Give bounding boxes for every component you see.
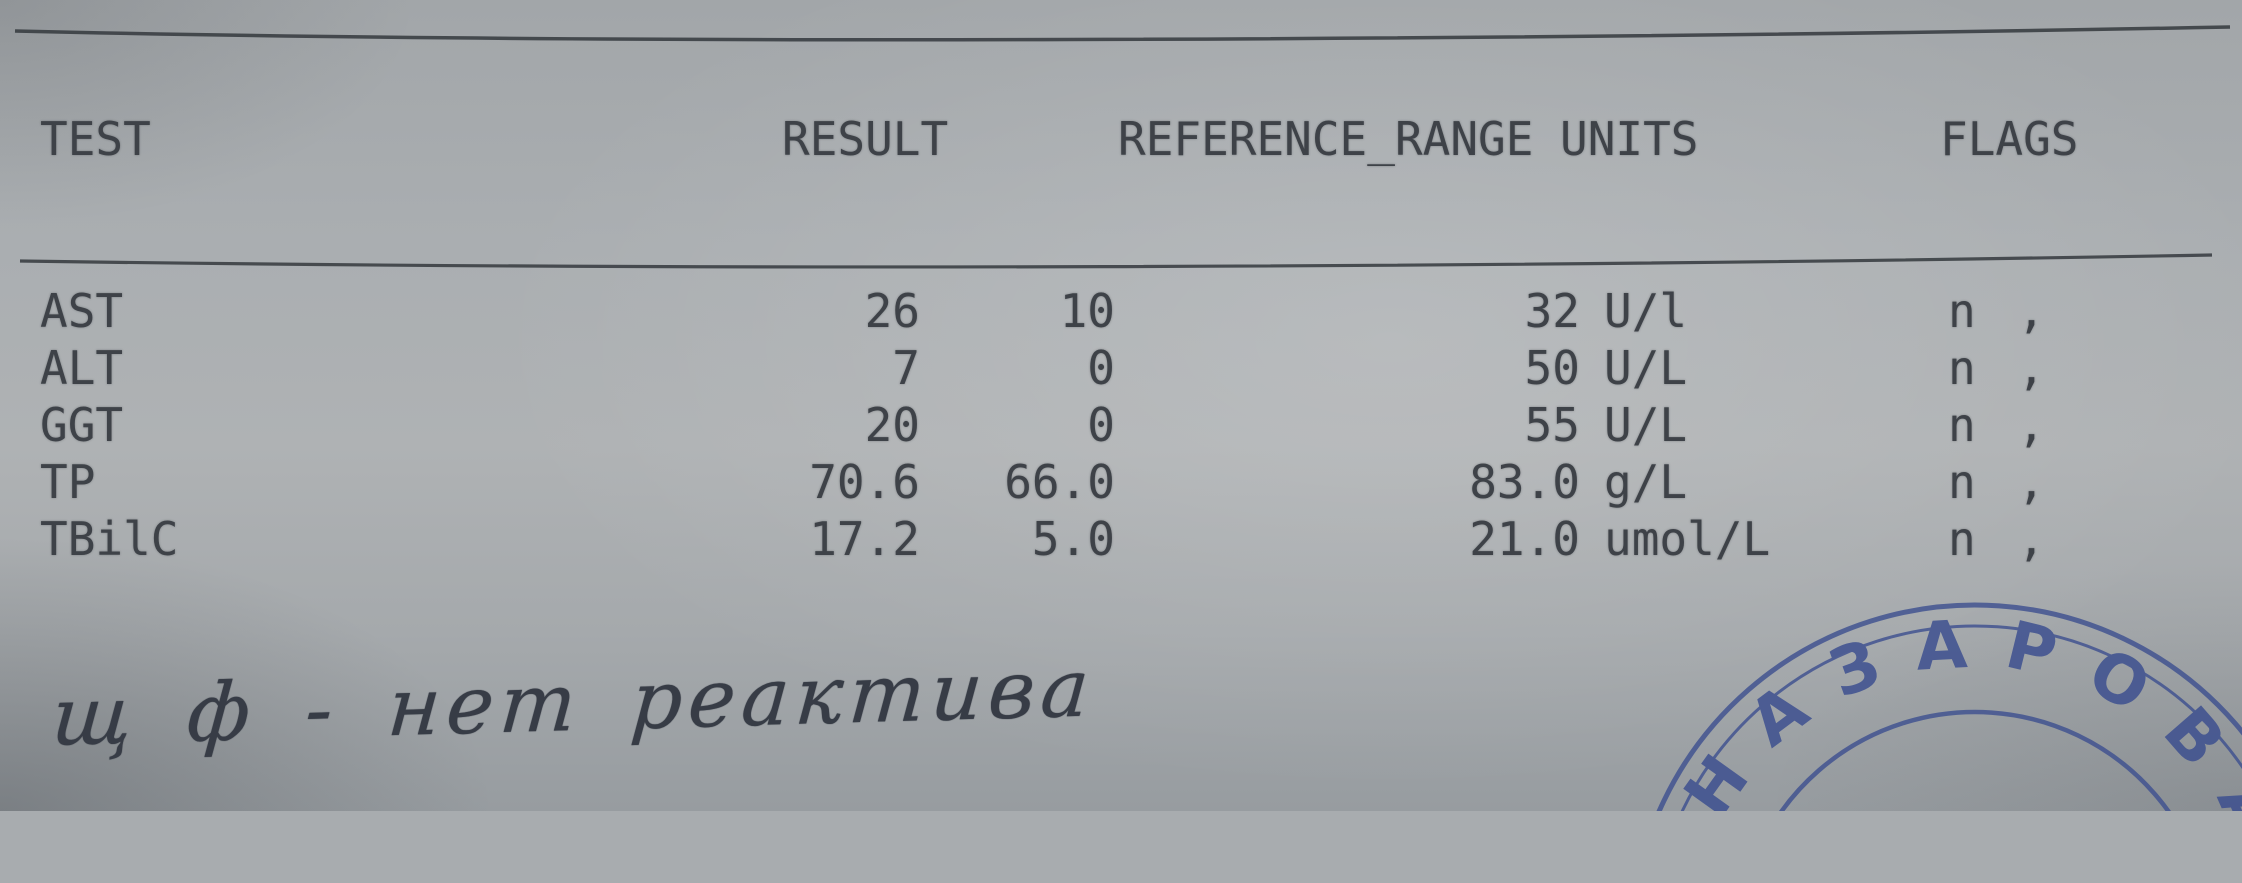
test-name: ALT <box>40 341 124 395</box>
test-name: GGT <box>40 398 124 452</box>
ref-range-high: 32 <box>1524 284 1580 338</box>
table-header: TEST RESULT REFERENCE_RANGE UNITS FLAGS <box>0 113 2242 430</box>
ref-range-low: 10 <box>1059 284 1115 338</box>
result-value: 17.2 <box>809 512 920 566</box>
ref-range-high: 50 <box>1524 341 1580 395</box>
flag-value: n , <box>1948 398 2046 452</box>
units-value: U/L <box>1604 341 1688 395</box>
flag-value: n , <box>1948 455 2046 509</box>
test-name: TBilC <box>40 512 179 566</box>
header-reference-range: REFERENCE_RANGE <box>1118 112 1534 166</box>
test-name: AST <box>40 284 124 338</box>
units-value: g/L <box>1604 455 1688 509</box>
stamp-middle-ring <box>1649 624 2242 811</box>
result-value: 70.6 <box>809 455 920 509</box>
ref-range-high: 83.0 <box>1469 455 1580 509</box>
ref-range-low: 0 <box>1087 398 1115 452</box>
ref-range-low: 66.0 <box>1004 455 1115 509</box>
ref-range-low: 0 <box>1087 341 1115 395</box>
result-value: 26 <box>864 284 920 338</box>
header-units: UNITS <box>1560 112 1699 166</box>
stamp-inner-ring <box>1734 709 2216 811</box>
flag-value: n , <box>1948 512 2046 566</box>
test-name: TP <box>40 455 96 509</box>
table-row: ALT 7 0 50 U/L n , <box>0 342 2242 712</box>
units-value: U/l <box>1604 284 1688 338</box>
stamp-name-text: НАЗАРОВА <box>1665 582 2242 811</box>
table-row: GGT 20 0 55 U/L n , <box>0 399 2242 769</box>
ref-range-high: 55 <box>1524 398 1580 452</box>
header-result: RESULT <box>782 112 949 166</box>
flag-value: n , <box>1948 284 2046 338</box>
units-value: umol/L <box>1604 512 1771 566</box>
header-flags: FLAGS <box>1940 112 2079 166</box>
result-value: 20 <box>864 398 920 452</box>
stamp: НАЗАРОВА ★ <box>1627 582 2242 811</box>
ref-range-low: 5.0 <box>1031 512 1115 566</box>
units-value: U/L <box>1604 398 1688 452</box>
paper-background <box>0 0 2242 811</box>
ref-range-high: 21.0 <box>1469 512 1580 566</box>
table-row: TBilC 17.2 5.0 21.0 umol/L n , <box>0 513 2242 883</box>
result-value: 7 <box>892 341 920 395</box>
table-row: TP 70.6 66.0 83.0 g/L n , <box>0 456 2242 826</box>
flag-value: n , <box>1948 341 2046 395</box>
stamp-outer-ring <box>1627 602 2242 811</box>
header-test: TEST <box>40 112 151 166</box>
table-row: AST 26 10 32 U/l n , <box>0 285 2242 655</box>
